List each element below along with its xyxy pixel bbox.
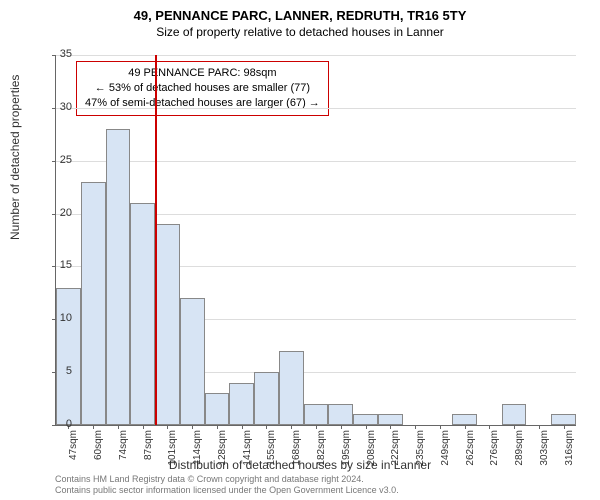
histogram-bar xyxy=(551,414,576,425)
histogram-bar xyxy=(378,414,403,425)
y-tick-label: 20 xyxy=(32,207,72,219)
histogram-bar xyxy=(452,414,477,425)
attribution-footer: Contains HM Land Registry data © Crown c… xyxy=(55,474,399,496)
info-line-1: 49 PENNANCE PARC: 98sqm xyxy=(85,66,320,81)
y-tick-label: 35 xyxy=(32,48,72,60)
x-tick-mark xyxy=(143,425,144,429)
histogram-bar xyxy=(502,404,527,425)
x-tick-mark xyxy=(167,425,168,429)
histogram-bar xyxy=(130,203,155,425)
y-tick-label: 30 xyxy=(32,101,72,113)
x-tick-mark xyxy=(118,425,119,429)
y-tick-label: 5 xyxy=(32,365,72,377)
footer-line-1: Contains HM Land Registry data © Crown c… xyxy=(55,474,399,485)
y-axis-label: Number of detached properties xyxy=(8,75,22,240)
histogram-bar xyxy=(180,298,205,425)
chart-container: 49, PENNANCE PARC, LANNER, REDRUTH, TR16… xyxy=(0,0,600,500)
y-tick-label: 25 xyxy=(32,154,72,166)
gridline xyxy=(56,161,576,162)
y-tick-label: 0 xyxy=(32,418,72,430)
x-tick-mark xyxy=(266,425,267,429)
histogram-bar xyxy=(328,404,353,425)
histogram-bar xyxy=(229,383,254,425)
x-tick-mark xyxy=(415,425,416,429)
histogram-bar xyxy=(254,372,279,425)
histogram-bar xyxy=(56,288,81,425)
gridline xyxy=(56,108,576,109)
histogram-bar xyxy=(279,351,304,425)
x-tick-mark xyxy=(514,425,515,429)
histogram-bar xyxy=(353,414,378,425)
x-tick-mark xyxy=(192,425,193,429)
x-tick-mark xyxy=(489,425,490,429)
plot-area: 49 PENNANCE PARC: 98sqm ← 53% of detache… xyxy=(55,55,576,426)
x-tick-mark xyxy=(465,425,466,429)
y-tick-label: 10 xyxy=(32,312,72,324)
chart-subtitle: Size of property relative to detached ho… xyxy=(0,23,600,39)
x-tick-mark xyxy=(93,425,94,429)
histogram-bar xyxy=(81,182,106,425)
x-tick-mark xyxy=(341,425,342,429)
footer-line-2: Contains public sector information licen… xyxy=(55,485,399,496)
chart-title: 49, PENNANCE PARC, LANNER, REDRUTH, TR16… xyxy=(0,0,600,23)
histogram-bar xyxy=(106,129,131,425)
x-axis-label: Distribution of detached houses by size … xyxy=(0,458,600,472)
y-tick-label: 15 xyxy=(32,259,72,271)
reference-line xyxy=(155,55,157,425)
x-tick-mark xyxy=(316,425,317,429)
histogram-bar xyxy=(205,393,230,425)
x-tick-mark xyxy=(366,425,367,429)
x-tick-mark xyxy=(564,425,565,429)
x-tick-mark xyxy=(539,425,540,429)
histogram-bar xyxy=(155,224,180,425)
x-tick-mark xyxy=(440,425,441,429)
gridline xyxy=(56,55,576,56)
x-tick-mark xyxy=(291,425,292,429)
histogram-bar xyxy=(304,404,329,425)
info-line-2: ← 53% of detached houses are smaller (77… xyxy=(85,81,320,96)
x-tick-mark xyxy=(217,425,218,429)
x-tick-mark xyxy=(242,425,243,429)
x-tick-mark xyxy=(390,425,391,429)
